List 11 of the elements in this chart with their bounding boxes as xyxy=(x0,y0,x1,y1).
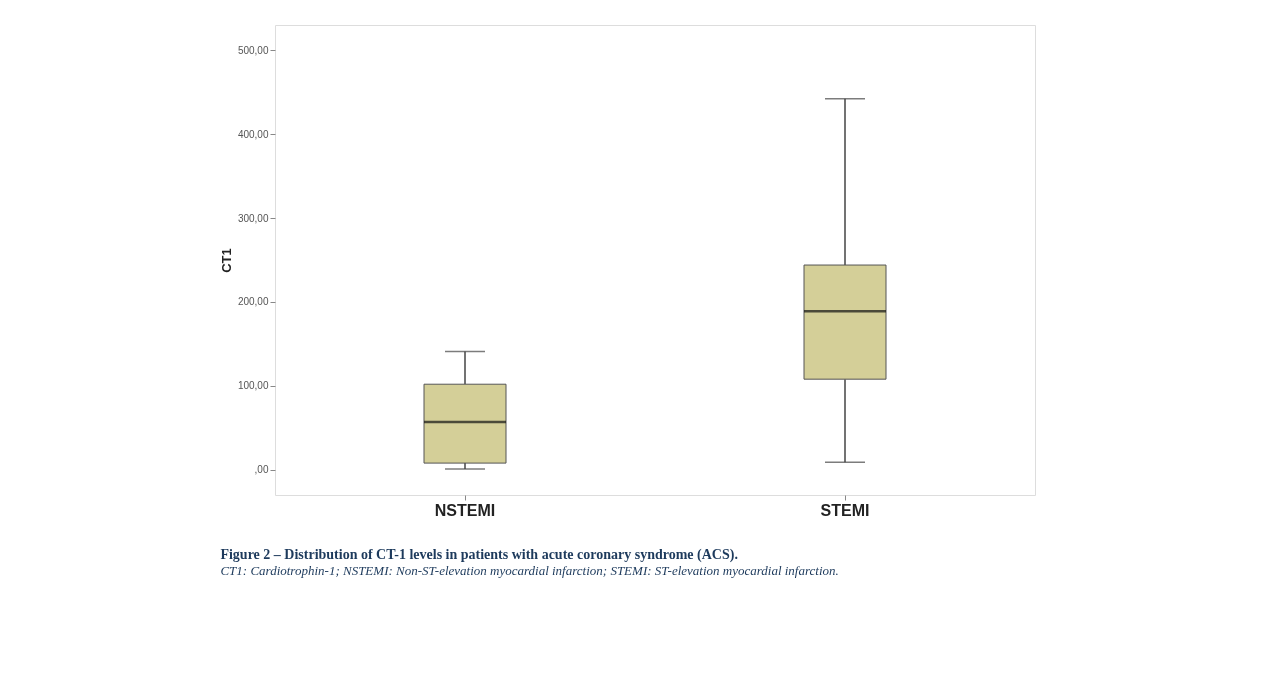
y-tick-label: ,00 xyxy=(254,464,269,476)
y-tick-label: 500,00 xyxy=(237,44,269,56)
text: Figure 2 – Distribution of CT-1 levels in patients with acute coronary syndrome (ACS). xyxy=(220,547,738,563)
y-tick-label: 100,00 xyxy=(237,380,269,392)
x-tick-label: STEMI xyxy=(820,501,870,519)
y-axis-title: CT1 xyxy=(218,248,234,273)
y-tick-label: 200,00 xyxy=(237,296,269,308)
y-tick-label: 300,00 xyxy=(237,212,269,224)
y-tick-label: 400,00 xyxy=(237,128,269,140)
text: CT1: Cardiotrophin-1; NSTEMI: Non-ST-elevation myocardial infarction; STEMI: ST-elevation myocardial infarction. xyxy=(220,563,839,578)
x-tick-label: NSTEMI xyxy=(434,501,496,519)
